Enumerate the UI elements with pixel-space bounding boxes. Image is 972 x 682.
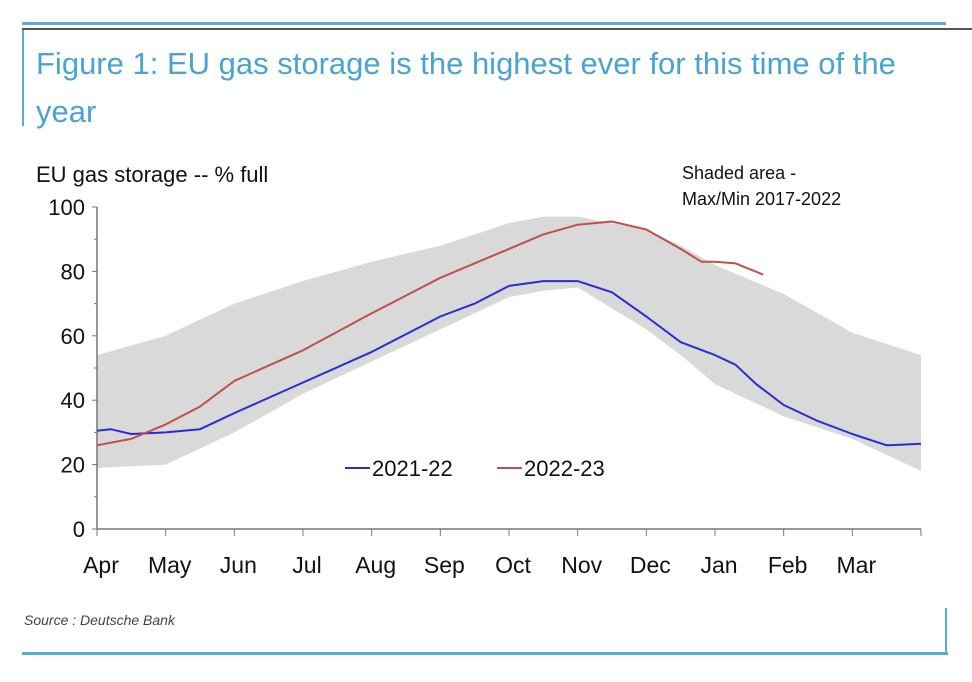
- band-annotation-line2: Max/Min 2017-2022: [682, 189, 841, 209]
- x-tick-label: Apr: [83, 552, 119, 578]
- y-tick-label: 80: [61, 259, 85, 284]
- y-tick-label: 20: [61, 453, 85, 478]
- x-tick-label: Jun: [220, 552, 257, 578]
- source-note: Source : Deutsche Bank: [24, 612, 175, 628]
- series-line-2021-22: [96, 280, 922, 447]
- max-min-band: [97, 216, 921, 472]
- x-tick-label: May: [148, 552, 192, 578]
- y-axis-title: EU gas storage -- % full: [36, 162, 268, 187]
- series-line-2022-23: [96, 220, 764, 447]
- x-tick-label: Mar: [837, 552, 877, 578]
- x-tick-label: Oct: [495, 552, 531, 578]
- x-tick-label: Feb: [768, 552, 808, 578]
- top-rule: [22, 22, 946, 25]
- x-tick-label: Jul: [292, 552, 321, 578]
- right-rule: [945, 608, 947, 654]
- x-tick-label: Nov: [561, 552, 602, 578]
- x-tick-label: Dec: [630, 552, 671, 578]
- y-tick-label: 100: [48, 195, 85, 220]
- y-tick-label: 0: [73, 517, 85, 542]
- x-tick-label: Aug: [355, 552, 396, 578]
- y-tick-label: 40: [61, 388, 85, 413]
- x-tick-label: Jan: [700, 552, 737, 578]
- left-rule: [22, 30, 24, 126]
- x-tick-label: Sep: [424, 552, 465, 578]
- legend-label: 2022-23: [524, 456, 605, 481]
- y-tick-label: 60: [61, 324, 85, 349]
- bottom-rule: [22, 652, 948, 655]
- top-rule-dark: [22, 28, 972, 30]
- legend-label: 2021-22: [372, 456, 453, 481]
- band-annotation-line1: Shaded area -: [682, 163, 796, 183]
- figure-title: Figure 1: EU gas storage is the highest …: [36, 46, 896, 129]
